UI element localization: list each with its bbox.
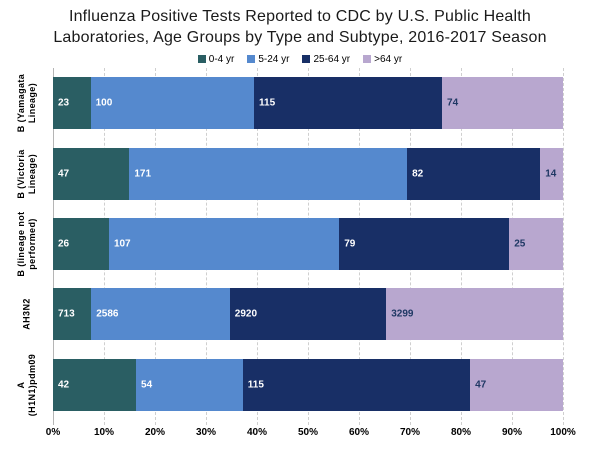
x-axis-tick-label: 100% — [550, 427, 576, 438]
y-axis-category-label: B (Yamagata Lineage) — [2, 68, 52, 138]
x-axis-tick-label: 30% — [195, 427, 217, 438]
bar-segment: 25 — [509, 218, 563, 270]
segment-value-label: 79 — [344, 238, 356, 250]
segment-value-label: 42 — [58, 379, 70, 391]
bar-segment: 115 — [242, 358, 471, 411]
legend-item: 0-4 yr — [197, 53, 235, 65]
x-axis-tick-label: 70% — [399, 427, 421, 438]
y-axis-category-label-text: AH3N2 — [21, 298, 32, 331]
legend-label: 5-24 yr — [258, 53, 290, 65]
x-axis-tick-label: 40% — [246, 427, 268, 438]
segment-value-label: 115 — [247, 379, 264, 391]
segment-value-label: 2920 — [234, 308, 258, 320]
bar-segment: 54 — [136, 358, 243, 411]
bar-segment: 74 — [442, 77, 563, 130]
legend: 0-4 yr 5-24 yr 25-64 yr >64 yr — [0, 52, 600, 66]
segment-value-label: 100 — [95, 97, 113, 109]
legend-label: 0-4 yr — [208, 53, 235, 65]
bar-row: 47 171 82 14 — [53, 147, 563, 200]
chart-title-line-2: Laboratories, Age Groups by Type and Sub… — [53, 29, 547, 46]
y-axis-category-label-text: A (H1N1)pdm09 — [16, 353, 37, 417]
chart-title: Influenza Positive Tests Reported to CDC… — [0, 6, 600, 48]
legend-label: 25-64 yr — [313, 53, 351, 65]
legend-swatch-icon — [363, 55, 372, 63]
segment-value-label: 25 — [514, 238, 526, 250]
x-axis-tick-label: 60% — [348, 427, 370, 438]
y-axis-category-label: B (Victoria Lineage) — [2, 139, 52, 209]
bar-segment: 14 — [540, 147, 563, 200]
segment-value-label: 107 — [113, 238, 131, 250]
segment-value-label: 23 — [58, 97, 70, 109]
x-axis-tick-label: 20% — [144, 427, 166, 438]
y-axis-category-label-text: B (Yamagata Lineage) — [16, 73, 37, 133]
y-axis-category-label-text: B (Victoria Lineage) — [16, 148, 37, 199]
segment-value-label: 47 — [475, 379, 487, 391]
segment-value-label: 2586 — [96, 308, 119, 320]
segment-value-label: 713 — [58, 308, 75, 320]
bar-segment: 107 — [108, 218, 340, 270]
gridline — [563, 68, 564, 425]
bar-row: 42 54 115 47 — [53, 358, 563, 411]
segment-value-label: 74 — [447, 97, 459, 109]
segment-value-label: 14 — [545, 168, 557, 180]
segment-value-label: 82 — [412, 168, 424, 180]
legend-item: 25-64 yr — [302, 54, 350, 65]
plot-area: 23 100 115 74 47 171 82 14 26 107 79 25 713 2586 2920 3… — [53, 68, 564, 425]
segment-value-label: 54 — [141, 379, 153, 391]
bar-segment: 23 — [53, 77, 91, 130]
bar-segment: 115 — [254, 77, 443, 130]
y-axis-category-label: A (H1N1)pdm09 — [2, 350, 52, 420]
segment-value-label: 3299 — [391, 308, 414, 320]
x-axis-tick-label: 10% — [93, 427, 115, 438]
x-axis-tick-label: 90% — [501, 427, 523, 438]
legend-item: 5-24 yr — [247, 54, 289, 65]
bar-segment: 42 — [53, 358, 137, 411]
bar-row: 26 107 79 25 — [53, 218, 563, 270]
segment-value-label: 171 — [134, 168, 152, 180]
legend-swatch-icon — [247, 55, 256, 63]
bar-segment: 2586 — [91, 288, 230, 341]
legend-label: >64 yr — [374, 53, 403, 65]
bar-segment: 47 — [470, 358, 563, 411]
bar-segment: 82 — [407, 147, 541, 200]
y-axis-category-label-text: B (lineage not performed) — [16, 211, 37, 277]
legend-item: >64 yr — [363, 54, 402, 65]
chart-title-line-1: Influenza Positive Tests Reported to CDC… — [68, 8, 532, 25]
segment-value-label: 115 — [259, 97, 276, 109]
y-axis-category-label: B (lineage not performed) — [2, 209, 52, 279]
bar-row: 713 2586 2920 3299 — [53, 288, 563, 341]
bar-row: 23 100 115 74 — [53, 77, 563, 130]
bar-segment: 171 — [129, 147, 408, 200]
y-axis-category-label: AH3N2 — [2, 279, 52, 349]
x-axis-tick-label: 50% — [297, 427, 319, 438]
bar-segment: 26 — [53, 218, 109, 270]
bar-segment: 79 — [339, 218, 510, 270]
bar-segment: 713 — [53, 288, 92, 341]
segment-value-label: 47 — [58, 168, 70, 180]
bar-segment: 100 — [90, 77, 255, 130]
legend-swatch-icon — [302, 55, 311, 63]
x-axis-tick-label: 80% — [450, 427, 472, 438]
x-axis-tick-label: 0% — [45, 427, 61, 438]
bar-segment: 3299 — [386, 288, 563, 341]
legend-swatch-icon — [197, 55, 206, 63]
segment-value-label: 26 — [58, 238, 70, 250]
bar-segment: 2920 — [229, 288, 387, 341]
bar-segment: 47 — [53, 147, 130, 200]
